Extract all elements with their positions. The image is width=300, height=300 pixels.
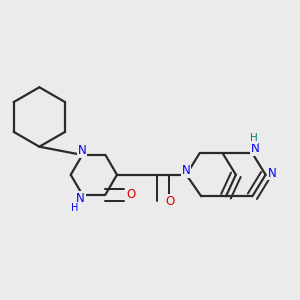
Text: N: N (182, 164, 191, 177)
Text: N: N (76, 192, 85, 205)
Text: N: N (268, 167, 277, 180)
Text: O: O (126, 188, 136, 201)
Text: H: H (71, 203, 78, 214)
Text: O: O (166, 195, 175, 208)
Text: N: N (250, 142, 260, 155)
Text: H: H (250, 133, 258, 143)
Text: N: N (78, 145, 87, 158)
